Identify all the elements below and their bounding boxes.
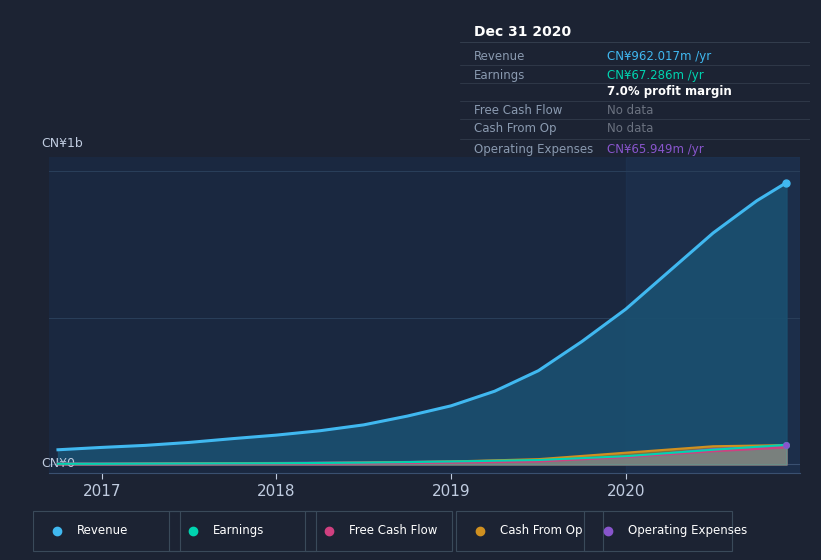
Text: Free Cash Flow: Free Cash Flow xyxy=(474,104,562,116)
Text: Earnings: Earnings xyxy=(474,69,525,82)
Text: Operating Expenses: Operating Expenses xyxy=(628,524,747,537)
Text: No data: No data xyxy=(607,104,654,116)
Text: CN¥65.949m /yr: CN¥65.949m /yr xyxy=(607,143,704,156)
Text: CN¥1b: CN¥1b xyxy=(42,137,84,151)
Text: Free Cash Flow: Free Cash Flow xyxy=(349,524,437,537)
Text: Revenue: Revenue xyxy=(76,524,128,537)
Bar xyxy=(626,157,800,473)
Text: Cash From Op: Cash From Op xyxy=(474,122,557,135)
Text: Operating Expenses: Operating Expenses xyxy=(474,143,594,156)
Text: CN¥962.017m /yr: CN¥962.017m /yr xyxy=(607,50,711,63)
Text: No data: No data xyxy=(607,122,654,135)
Text: CN¥67.286m /yr: CN¥67.286m /yr xyxy=(607,69,704,82)
Text: Revenue: Revenue xyxy=(474,50,525,63)
Text: Dec 31 2020: Dec 31 2020 xyxy=(474,26,571,40)
Text: Cash From Op: Cash From Op xyxy=(500,524,582,537)
Text: CN¥0: CN¥0 xyxy=(42,457,76,470)
Text: 7.0% profit margin: 7.0% profit margin xyxy=(607,85,732,98)
Text: Earnings: Earnings xyxy=(213,524,264,537)
